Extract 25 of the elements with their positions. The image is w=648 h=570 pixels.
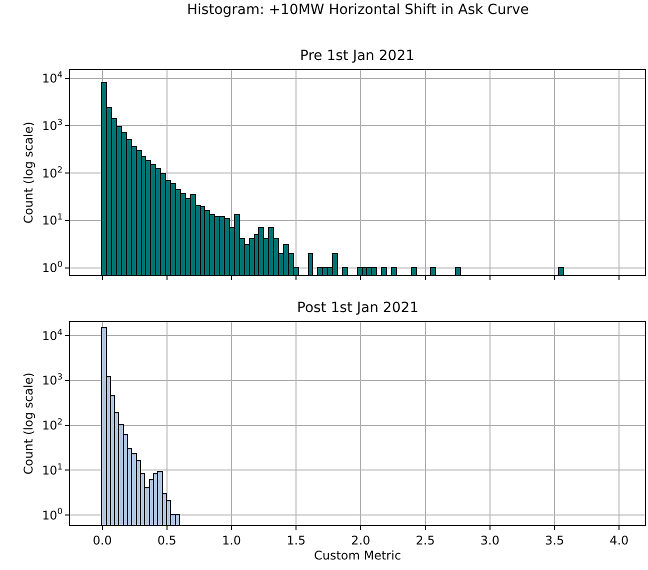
- y-tick-label: 10$^{3}$: [42, 372, 63, 388]
- x-axis-title: Custom Metric: [314, 548, 402, 562]
- chart-title: Post 1st Jan 2021: [297, 300, 419, 316]
- x-tick-label: 1.0: [222, 533, 242, 548]
- y-tick-label: 10$^{4}$: [42, 326, 63, 343]
- y-axis-title: Count (log scale): [21, 122, 36, 224]
- y-tick-label: 10$^{4}$: [42, 70, 63, 86]
- x-tick-label: 0.5: [157, 533, 176, 548]
- y-tick-label: 10$^{1}$: [42, 461, 63, 478]
- x-tick-label: 3.0: [480, 533, 500, 548]
- x-tick-label: 0.0: [92, 533, 112, 548]
- y-tick-label: 10$^{0}$: [42, 259, 63, 276]
- chart-title: Histogram: +10MW Horizontal Shift in Ask Curve: [187, 2, 529, 18]
- x-tick-label: 3.5: [545, 533, 564, 548]
- chart-subtitle: Pre 1st Jan 2021: [300, 48, 415, 64]
- y-tick-label: 10$^{2}$: [42, 164, 63, 180]
- y-tick-label: 10$^{0}$: [42, 506, 63, 522]
- y-tick-label: 10$^{1}$: [42, 212, 63, 228]
- y-axis-title: Count (log scale): [21, 372, 36, 474]
- y-tick-label: 10$^{2}$: [42, 416, 63, 433]
- x-tick-label: 4.0: [610, 533, 629, 548]
- x-tick-label: 2.0: [351, 533, 370, 548]
- y-tick-label: 10$^{3}$: [42, 116, 63, 133]
- x-tick-label: 1.5: [286, 533, 306, 548]
- x-tick-label: 2.5: [416, 533, 435, 548]
